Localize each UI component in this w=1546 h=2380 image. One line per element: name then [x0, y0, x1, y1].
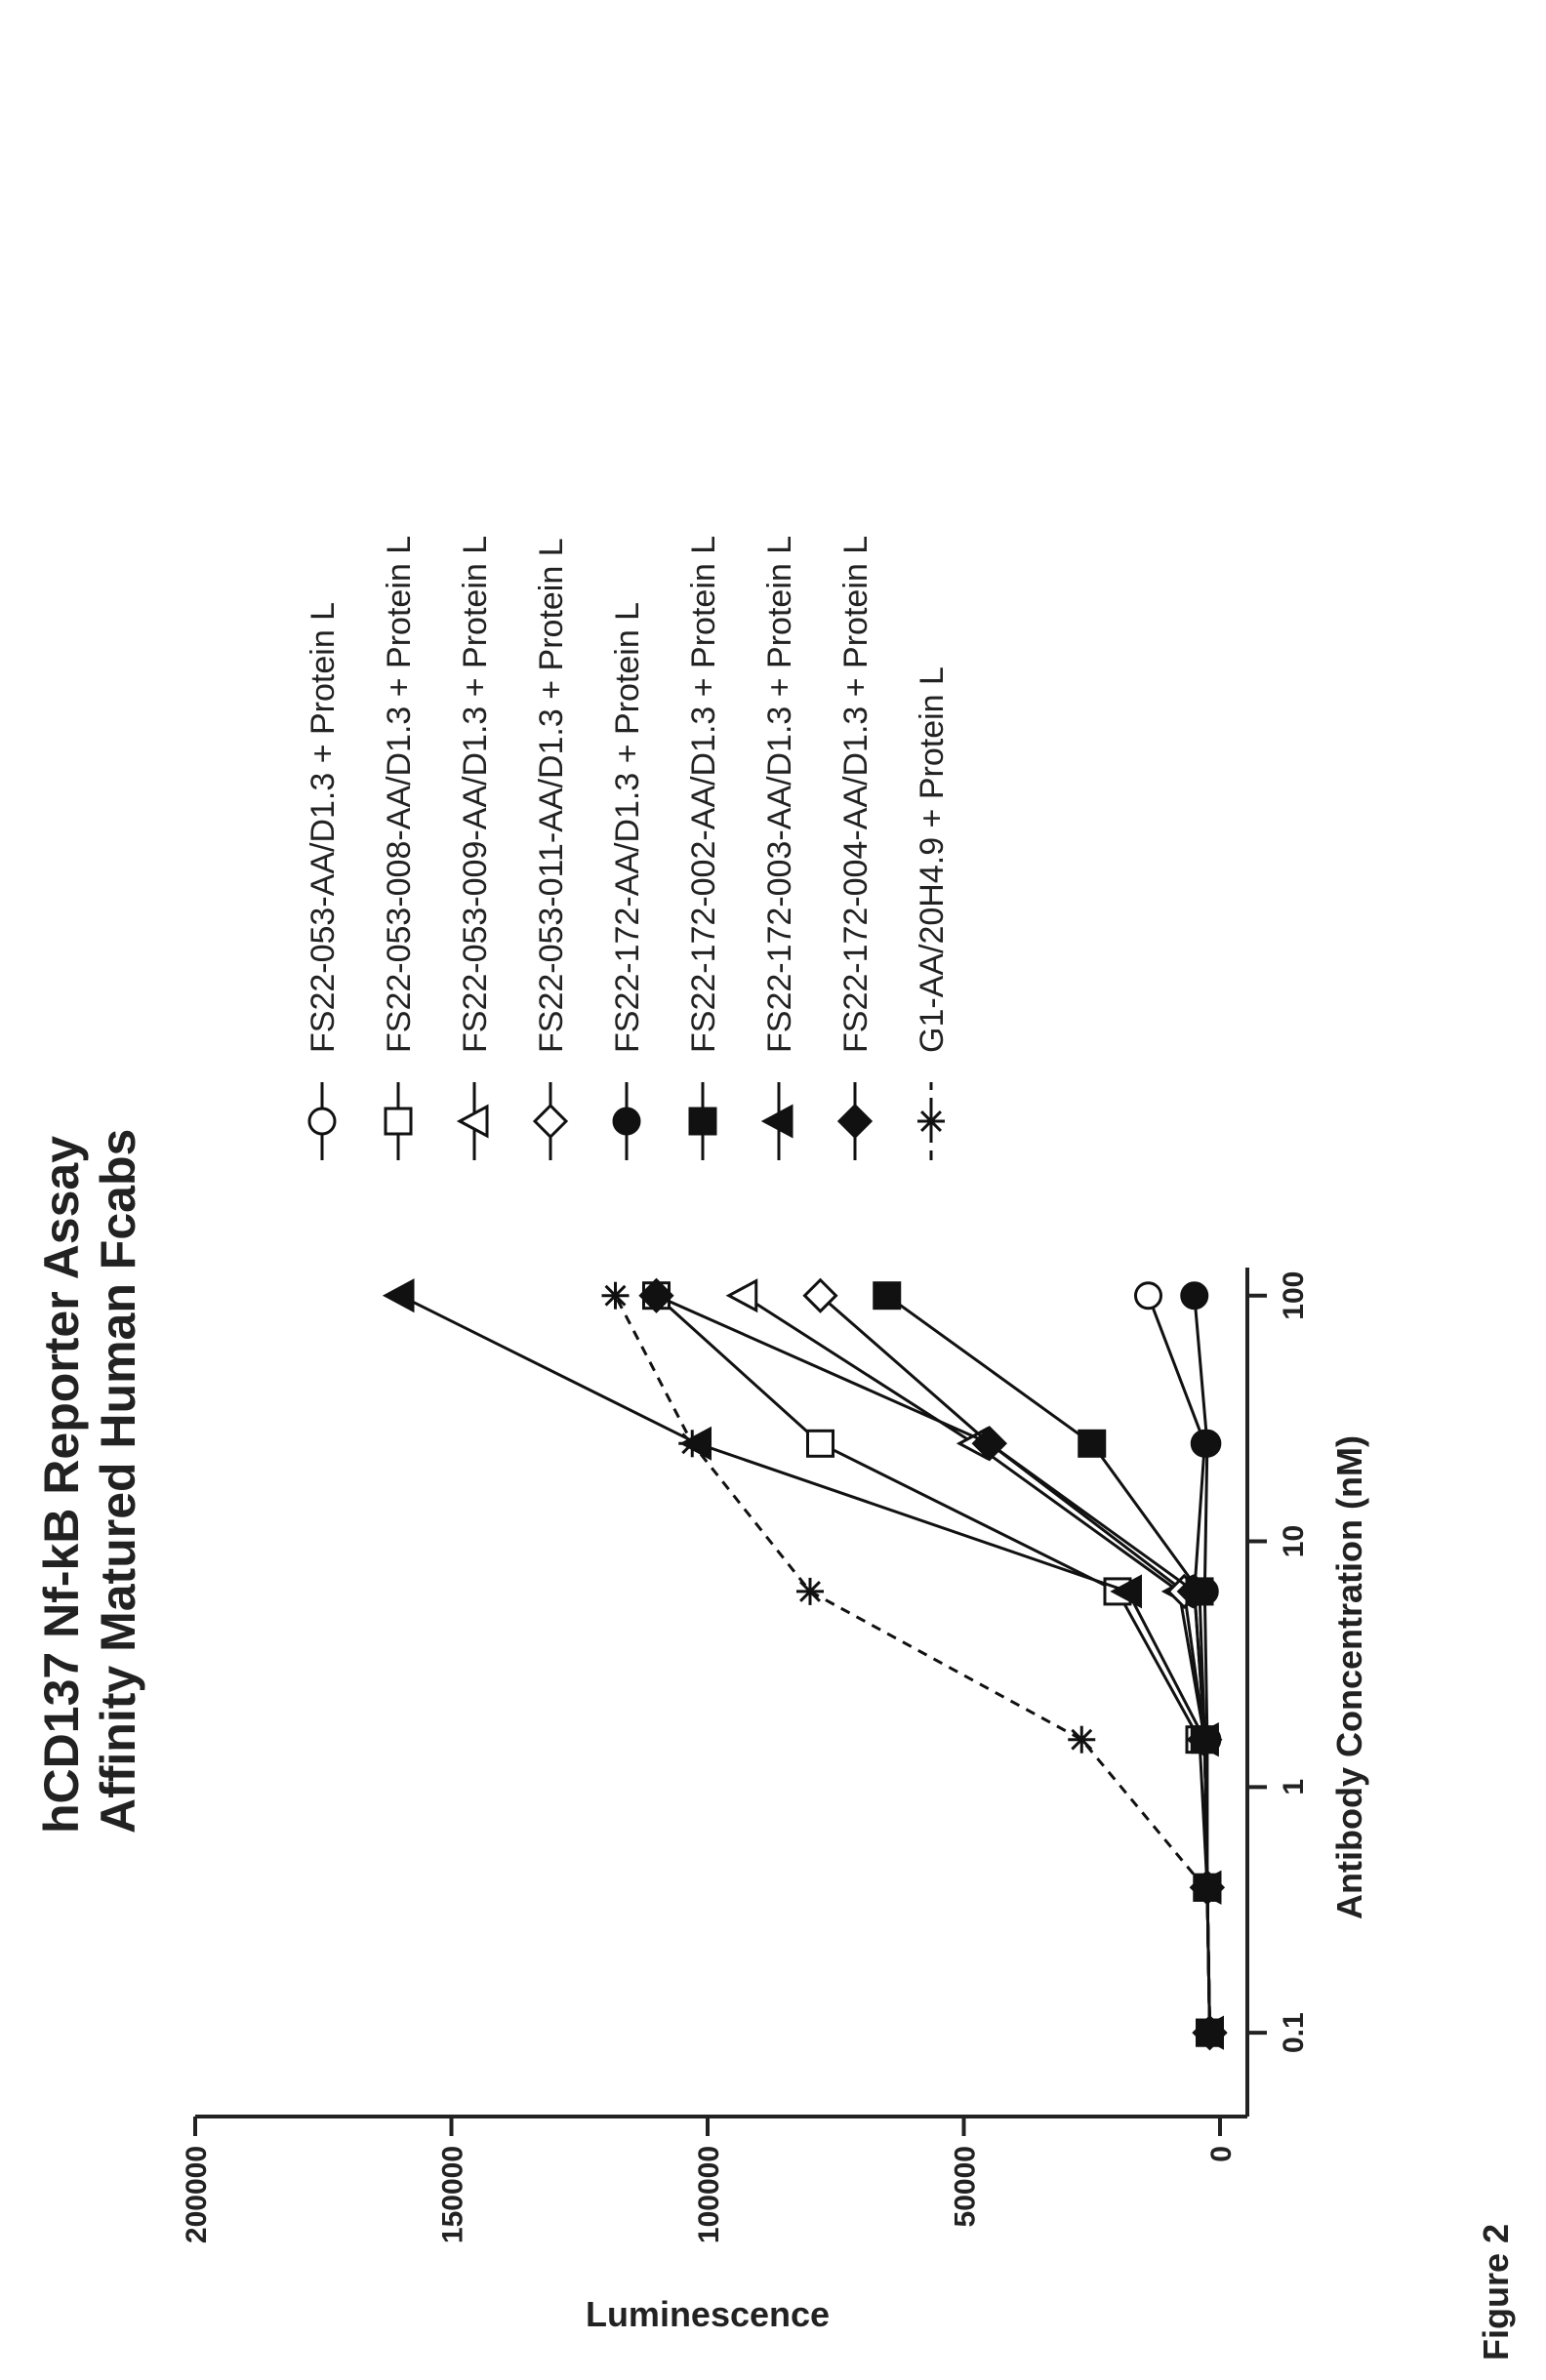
x-axis-title: Antibody Concentration (nM) — [1329, 1435, 1369, 1919]
series-point — [382, 1278, 415, 1313]
legend-marker — [917, 1108, 945, 1135]
legend-label: G1-AA/20H4.9 + Protein L — [914, 666, 951, 1053]
series-point — [1192, 2015, 1228, 2051]
series-point — [1110, 1574, 1142, 1609]
y-tick-label: 150000 — [437, 2146, 469, 2243]
series-point — [796, 1577, 824, 1605]
legend-label: FS22-053-011-AA/D1.3 + Protein L — [533, 538, 570, 1053]
legend-label: FS22-053-AA/D1.3 + Protein L — [305, 602, 342, 1053]
series-point — [873, 1281, 902, 1311]
series-point — [1068, 1725, 1096, 1754]
legend-marker — [760, 1104, 793, 1139]
series-line — [655, 1294, 1211, 2034]
legend: FS22-053-AA/D1.3 + Protein L FS22-053-008… — [305, 536, 951, 1160]
y-tick-label: 100000 — [693, 2146, 725, 2243]
y-tick-label: 200000 — [181, 2146, 213, 2243]
series-line — [399, 1294, 1211, 2034]
legend-label: FS22-172-004-AA/D1.3 + Protein L — [837, 536, 875, 1053]
plot-area: 0.1 1 10 100 0 50000 100000 150000 200000 Antibod… — [181, 1268, 1369, 2334]
series-point — [1134, 1281, 1162, 1311]
legend-marker — [532, 1103, 569, 1140]
y-tick-label: 0 — [1205, 2146, 1238, 2162]
x-tick-label: 100 — [1278, 1271, 1310, 1320]
series-point — [601, 1281, 630, 1310]
chart-title: hCD137 Nf-kB Reporter Assay — [34, 1136, 89, 1834]
legend-label: FS22-053-008-AA/D1.3 + Protein L — [381, 536, 418, 1053]
series-line — [819, 1294, 1211, 2034]
series-line — [885, 1294, 1211, 2034]
legend-marker — [688, 1107, 717, 1136]
series-point — [1180, 1281, 1209, 1311]
legend-label: FS22-172-003-AA/D1.3 + Protein L — [761, 536, 798, 1053]
series-point — [638, 1277, 674, 1313]
legend-label: FS22-172-AA/D1.3 + Protein L — [609, 602, 646, 1053]
series-point — [806, 1429, 834, 1458]
legend-marker — [836, 1103, 874, 1140]
x-tick-label: 10 — [1278, 1525, 1310, 1557]
series-line — [655, 1294, 1211, 2034]
x-tick-label: 0.1 — [1278, 2012, 1310, 2053]
series-point — [725, 1278, 758, 1313]
legend-marker — [456, 1104, 489, 1139]
series-line — [742, 1294, 1211, 2034]
legend-label: FS22-172-002-AA/D1.3 + Protein L — [685, 536, 722, 1053]
x-tick-label: 1 — [1278, 1779, 1310, 1795]
figure-label: Figure 2 — [1476, 2224, 1516, 2360]
y-axis-title: Luminescence — [586, 2294, 830, 2334]
legend-marker — [384, 1107, 413, 1136]
series-point — [802, 1277, 838, 1313]
series-point — [971, 1426, 1007, 1462]
series-point — [1191, 1874, 1219, 1902]
legend-marker — [307, 1107, 337, 1136]
legend-label: FS22-053-009-AA/D1.3 + Protein L — [457, 536, 494, 1053]
legend-marker — [612, 1107, 641, 1136]
series-point — [1078, 1429, 1107, 1458]
series-line — [614, 1295, 1206, 1889]
series-point — [1193, 1429, 1222, 1458]
series-point — [678, 1430, 707, 1458]
y-tick-label: 50000 — [950, 2146, 982, 2227]
series-point — [1187, 1721, 1223, 1757]
series-point — [1176, 1573, 1212, 1610]
chart-subtitle: Affinity Matured Human Fcabs — [91, 1129, 145, 1834]
